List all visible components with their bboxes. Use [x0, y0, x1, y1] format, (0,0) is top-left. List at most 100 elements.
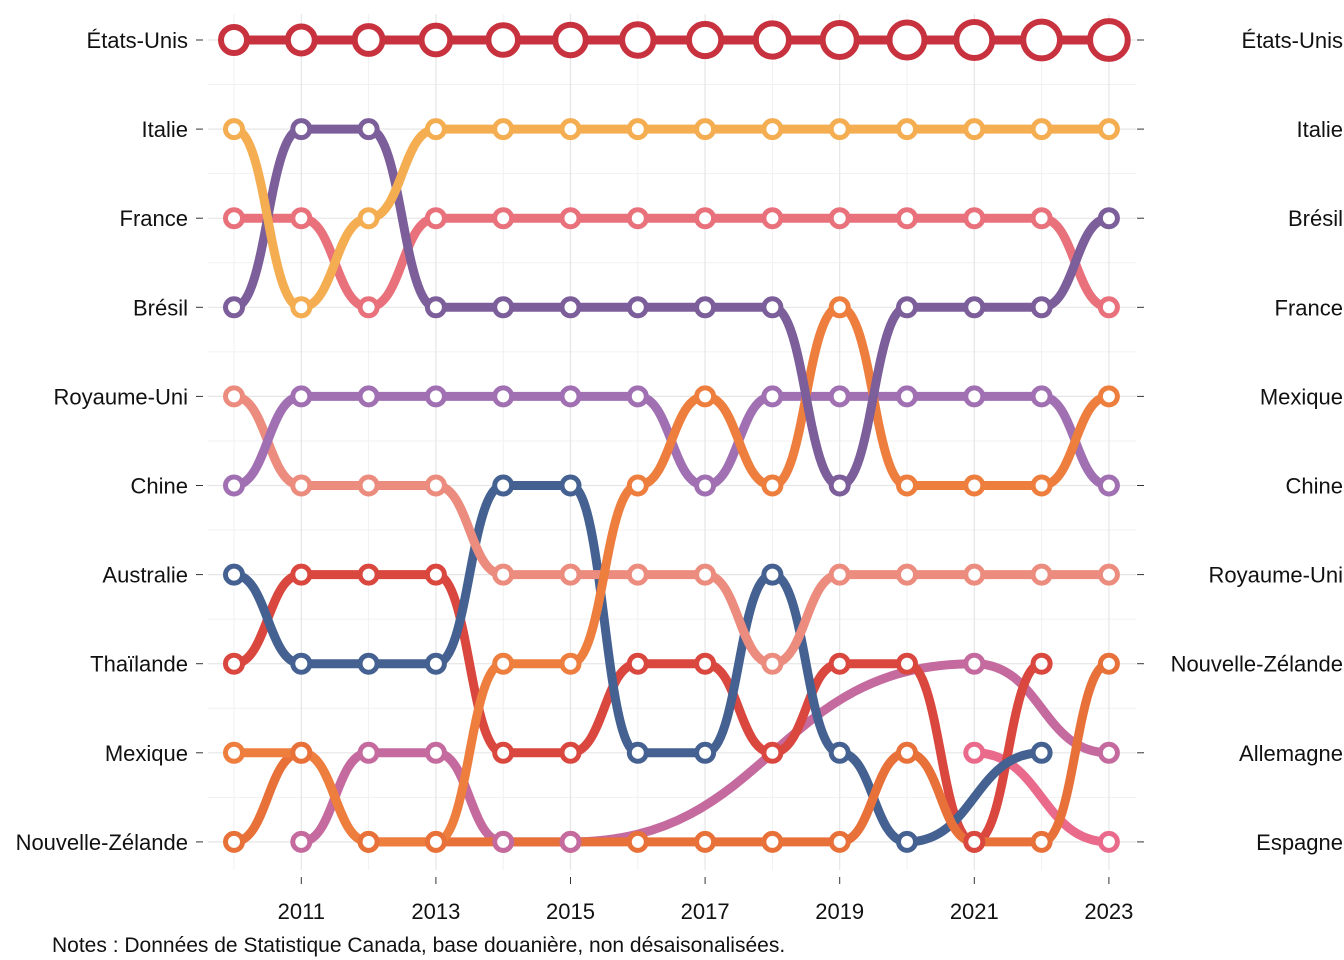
point-mexique: [559, 652, 582, 675]
point-france: [694, 207, 717, 230]
point-thailande: [290, 563, 313, 586]
left-label: Brésil: [133, 295, 188, 320]
point-mexique: [626, 474, 649, 497]
point-etats-unis: [886, 19, 928, 61]
point-italie: [694, 118, 717, 141]
point-australie: [694, 741, 717, 764]
x-tick-label: 2017: [681, 899, 730, 924]
point-nouvelle-zelande: [694, 830, 717, 853]
point-chine: [1097, 474, 1120, 497]
point-italie: [424, 118, 447, 141]
right-label: France: [1275, 295, 1343, 320]
point-italie: [290, 296, 313, 319]
point-etats-unis: [552, 21, 589, 59]
point-italie: [963, 118, 986, 141]
point-royaume-uni: [896, 563, 918, 586]
point-chine: [694, 474, 717, 497]
left-label: États-Unis: [87, 28, 188, 53]
point-italie: [1030, 118, 1053, 141]
point-australie: [492, 474, 515, 497]
point-france: [357, 296, 380, 319]
point-chine: [963, 385, 986, 408]
point-mexique: [1030, 474, 1053, 497]
left-label: Italie: [142, 117, 188, 142]
right-label: États-Unis: [1242, 28, 1343, 53]
point-nouvelle-zelande: [424, 830, 447, 853]
point-bresil: [626, 296, 649, 319]
left-label: Australie: [102, 563, 188, 588]
point-france: [290, 207, 313, 230]
point-chine: [424, 385, 447, 408]
point-mexique: [492, 652, 515, 675]
point-chine: [828, 385, 851, 408]
line-mexique: [229, 302, 1114, 847]
point-mexique: [963, 474, 986, 497]
series-points: [218, 18, 1131, 853]
point-chine: [290, 385, 313, 408]
point-france: [223, 207, 245, 230]
point-france: [761, 207, 784, 230]
point-royaume-uni: [290, 474, 313, 497]
point-royaume-uni: [694, 563, 717, 586]
right-label: Royaume-Uni: [1209, 563, 1344, 588]
point-thailande: [828, 652, 851, 675]
point-france: [828, 207, 851, 230]
left-label: Royaume-Uni: [54, 384, 189, 409]
point-thailande: [694, 652, 717, 675]
point-australie: [1030, 741, 1053, 764]
point-etats-unis: [284, 23, 318, 57]
right-label: Chine: [1286, 474, 1343, 499]
right-label: Allemagne: [1239, 741, 1343, 766]
point-france: [424, 207, 447, 230]
point-etats-unis: [619, 21, 657, 59]
point-italie: [761, 118, 784, 141]
point-chine: [357, 385, 380, 408]
point-thailande: [1030, 652, 1053, 675]
point-australie: [424, 652, 447, 675]
point-royaume-uni: [626, 563, 649, 586]
left-label: France: [120, 206, 188, 231]
point-chine: [1030, 385, 1053, 408]
point-allemagne: [357, 741, 380, 764]
point-australie: [559, 474, 582, 497]
point-royaume-uni: [1097, 563, 1120, 586]
point-etats-unis: [418, 22, 454, 58]
point-royaume-uni: [492, 563, 515, 586]
point-etats-unis: [1087, 18, 1131, 62]
axes: États-Unis Italie France Brésil Royaume-Uni C…: [16, 28, 1343, 924]
point-thailande: [424, 563, 447, 586]
point-italie: [357, 207, 380, 230]
point-thailande: [626, 652, 649, 675]
point-nouvelle-zelande: [761, 830, 784, 853]
point-etats-unis: [953, 19, 996, 61]
point-espagne: [963, 741, 986, 764]
point-thailande: [559, 741, 582, 764]
point-nouvelle-zelande: [896, 741, 918, 764]
line-thailande: [229, 570, 1047, 847]
point-nouvelle-zelande: [1097, 652, 1120, 675]
point-thailande: [896, 652, 918, 675]
point-etats-unis: [351, 23, 386, 57]
point-italie: [492, 118, 515, 141]
point-allemagne: [290, 830, 313, 853]
point-etats-unis: [485, 22, 522, 58]
right-label: Mexique: [1260, 384, 1343, 409]
point-bresil: [357, 118, 380, 141]
point-bresil: [761, 296, 784, 319]
point-royaume-uni: [761, 652, 784, 675]
point-mexique: [1097, 385, 1120, 408]
point-etats-unis: [218, 24, 250, 56]
x-tick-label: 2013: [411, 899, 460, 924]
point-allemagne: [1097, 741, 1120, 764]
point-royaume-uni: [424, 474, 447, 497]
point-france: [492, 207, 515, 230]
point-thailande: [761, 741, 784, 764]
point-australie: [626, 741, 649, 764]
point-allemagne: [963, 652, 986, 675]
point-chine: [559, 385, 582, 408]
point-france: [963, 207, 986, 230]
point-bresil: [424, 296, 447, 319]
point-australie: [828, 741, 851, 764]
x-tick-label: 2023: [1084, 899, 1133, 924]
point-bresil: [1030, 296, 1053, 319]
